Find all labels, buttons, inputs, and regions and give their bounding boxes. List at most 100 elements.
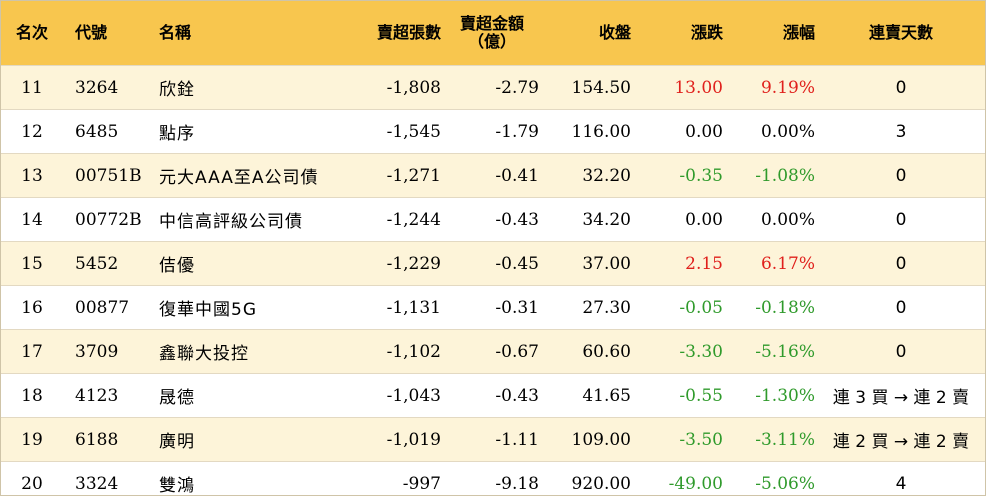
table-row: 13 00751B 元大AAA至A公司債 -1,271 -0.41 32.20 … xyxy=(1,153,985,198)
cell-rank: 15 xyxy=(1,241,63,286)
cell-change: 0.00 xyxy=(631,109,723,154)
cell-name: 點序 xyxy=(147,109,347,154)
cell-rank: 16 xyxy=(1,285,63,330)
cell-rank: 11 xyxy=(1,65,63,110)
cell-net-sell-shares: -1,545 xyxy=(347,109,441,154)
cell-rank: 12 xyxy=(1,109,63,154)
cell-net-sell-shares: -1,019 xyxy=(347,417,441,462)
cell-change: -3.50 xyxy=(631,417,723,462)
table-row: 16 00877 復華中國5G -1,131 -0.31 27.30 -0.05… xyxy=(1,285,985,330)
cell-close: 60.60 xyxy=(543,329,631,374)
cell-streak: 0 xyxy=(815,329,985,374)
header-net-sell-shares: 賣超張數 xyxy=(347,1,441,66)
cell-pct-change: 6.17% xyxy=(723,241,815,286)
cell-name: 雙鴻 xyxy=(147,461,347,495)
table-header-row: 名次 代號 名稱 賣超張數 賣超金額 （億） 收盤 漲跌 漲幅 連賣天數 xyxy=(1,1,985,66)
cell-name: 佶優 xyxy=(147,241,347,286)
table-row: 12 6485 點序 -1,545 -1.79 116.00 0.00 0.00… xyxy=(1,109,985,154)
header-streak: 連賣天數 xyxy=(815,1,985,66)
cell-net-sell-amount: -2.79 xyxy=(441,65,543,110)
cell-net-sell-amount: -0.67 xyxy=(441,329,543,374)
cell-rank: 20 xyxy=(1,461,63,495)
cell-net-sell-shares: -1,244 xyxy=(347,197,441,242)
cell-net-sell-shares: -1,131 xyxy=(347,285,441,330)
cell-change: -0.55 xyxy=(631,373,723,418)
cell-close: 116.00 xyxy=(543,109,631,154)
table-row: 11 3264 欣銓 -1,808 -2.79 154.50 13.00 9.1… xyxy=(1,65,985,110)
cell-code: 3709 xyxy=(63,329,147,374)
cell-rank: 17 xyxy=(1,329,63,374)
header-net-sell-amount-label: 賣超金額 xyxy=(459,14,524,33)
cell-pct-change: -1.08% xyxy=(723,153,815,198)
cell-close: 41.65 xyxy=(543,373,631,418)
cell-change: 2.15 xyxy=(631,241,723,286)
cell-net-sell-amount: -1.79 xyxy=(441,109,543,154)
cell-streak: 0 xyxy=(815,197,985,242)
cell-net-sell-shares: -1,102 xyxy=(347,329,441,374)
cell-change: 13.00 xyxy=(631,65,723,110)
cell-pct-change: -5.16% xyxy=(723,329,815,374)
cell-name: 廣明 xyxy=(147,417,347,462)
table-row: 20 3324 雙鴻 -997 -9.18 920.00 -49.00 -5.0… xyxy=(1,461,985,495)
cell-close: 109.00 xyxy=(543,417,631,462)
cell-code: 5452 xyxy=(63,241,147,286)
cell-close: 34.20 xyxy=(543,197,631,242)
cell-code: 6485 xyxy=(63,109,147,154)
header-code: 代號 xyxy=(63,1,147,66)
cell-change: -3.30 xyxy=(631,329,723,374)
cell-code: 00751B xyxy=(63,153,147,198)
cell-close: 154.50 xyxy=(543,65,631,110)
cell-pct-change: -0.18% xyxy=(723,285,815,330)
table-row: 14 00772B 中信高評級公司債 -1,244 -0.43 34.20 0.… xyxy=(1,197,985,242)
header-change: 漲跌 xyxy=(631,1,723,66)
cell-net-sell-amount: -9.18 xyxy=(441,461,543,495)
header-name: 名稱 xyxy=(147,1,347,66)
cell-net-sell-shares: -1,271 xyxy=(347,153,441,198)
cell-change: -0.05 xyxy=(631,285,723,330)
cell-name: 晟德 xyxy=(147,373,347,418)
cell-net-sell-amount: -0.41 xyxy=(441,153,543,198)
header-net-sell-amount: 賣超金額 （億） xyxy=(441,1,543,66)
cell-code: 00772B xyxy=(63,197,147,242)
cell-net-sell-shares: -1,808 xyxy=(347,65,441,110)
cell-streak: 4 xyxy=(815,461,985,495)
cell-rank: 13 xyxy=(1,153,63,198)
cell-name: 欣銓 xyxy=(147,65,347,110)
cell-code: 3264 xyxy=(63,65,147,110)
cell-net-sell-amount: -0.43 xyxy=(441,373,543,418)
cell-net-sell-amount: -0.31 xyxy=(441,285,543,330)
cell-net-sell-amount: -0.43 xyxy=(441,197,543,242)
cell-pct-change: -5.06% xyxy=(723,461,815,495)
cell-net-sell-shares: -997 xyxy=(347,461,441,495)
cell-rank: 19 xyxy=(1,417,63,462)
table-row: 18 4123 晟德 -1,043 -0.43 41.65 -0.55 -1.3… xyxy=(1,373,985,418)
header-net-sell-amount-unit: （億） xyxy=(467,32,516,51)
table-row: 15 5452 佶優 -1,229 -0.45 37.00 2.15 6.17%… xyxy=(1,241,985,286)
cell-change: -49.00 xyxy=(631,461,723,495)
cell-pct-change: 9.19% xyxy=(723,65,815,110)
cell-close: 920.00 xyxy=(543,461,631,495)
cell-streak: 0 xyxy=(815,285,985,330)
cell-name: 元大AAA至A公司債 xyxy=(147,153,347,198)
cell-change: -0.35 xyxy=(631,153,723,198)
cell-code: 6188 xyxy=(63,417,147,462)
cell-rank: 18 xyxy=(1,373,63,418)
cell-streak: 0 xyxy=(815,153,985,198)
cell-pct-change: -1.30% xyxy=(723,373,815,418)
table-row: 17 3709 鑫聯大投控 -1,102 -0.67 60.60 -3.30 -… xyxy=(1,329,985,374)
cell-pct-change: -3.11% xyxy=(723,417,815,462)
cell-name: 復華中國5G xyxy=(147,285,347,330)
cell-code: 00877 xyxy=(63,285,147,330)
header-pct-change: 漲幅 xyxy=(723,1,815,66)
cell-net-sell-shares: -1,043 xyxy=(347,373,441,418)
cell-close: 27.30 xyxy=(543,285,631,330)
cell-code: 3324 xyxy=(63,461,147,495)
table-row: 19 6188 廣明 -1,019 -1.11 109.00 -3.50 -3.… xyxy=(1,417,985,462)
cell-name: 中信高評級公司債 xyxy=(147,197,347,242)
cell-name: 鑫聯大投控 xyxy=(147,329,347,374)
cell-streak: 0 xyxy=(815,241,985,286)
header-close: 收盤 xyxy=(543,1,631,66)
cell-net-sell-amount: -1.11 xyxy=(441,417,543,462)
